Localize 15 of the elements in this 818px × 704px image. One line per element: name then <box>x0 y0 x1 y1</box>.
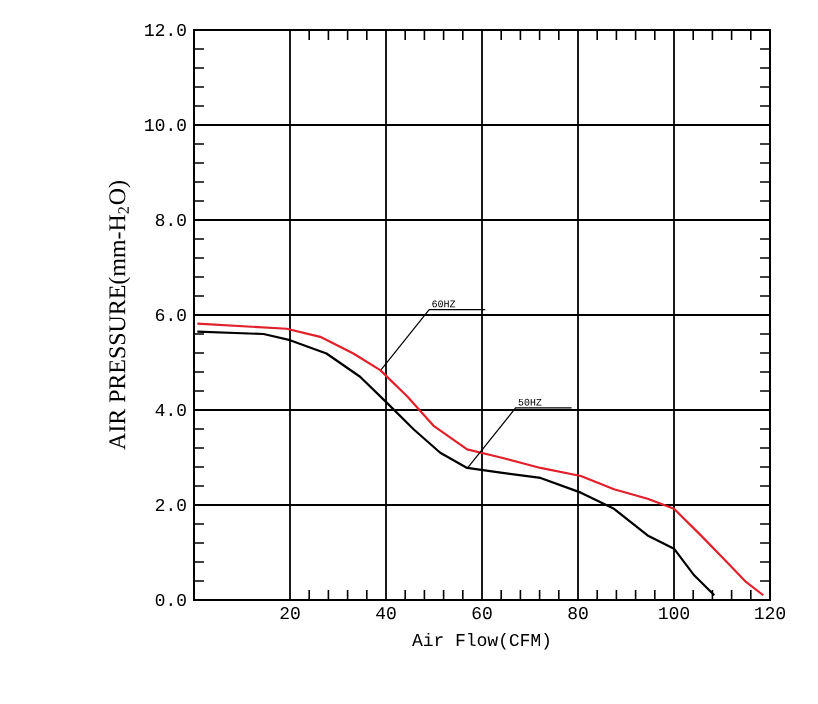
y-tick-label: 2.0 <box>155 498 186 512</box>
y-tick-label: 10.0 <box>145 118 186 132</box>
y-tick-label: 4.0 <box>155 403 186 417</box>
x-tick-label: 100 <box>659 607 690 620</box>
x-tick-label: 60 <box>472 607 492 620</box>
x-tick-label: 40 <box>376 607 396 620</box>
x-axis-title: Air Flow(CFM) <box>412 632 549 650</box>
y-tick-label: 8.0 <box>155 213 186 227</box>
y-axis-title: AIR PRESSURE(mm-H$_{2}$O) <box>108 181 131 450</box>
x-tick-label: 80 <box>568 607 588 620</box>
x-tick-label: 120 <box>755 607 786 620</box>
y-tick-label: 12.0 <box>145 23 186 37</box>
x-tick-label: 20 <box>280 607 300 620</box>
y-tick-label: 0.0 <box>155 593 186 607</box>
y-tick-label: 6.0 <box>155 308 186 322</box>
